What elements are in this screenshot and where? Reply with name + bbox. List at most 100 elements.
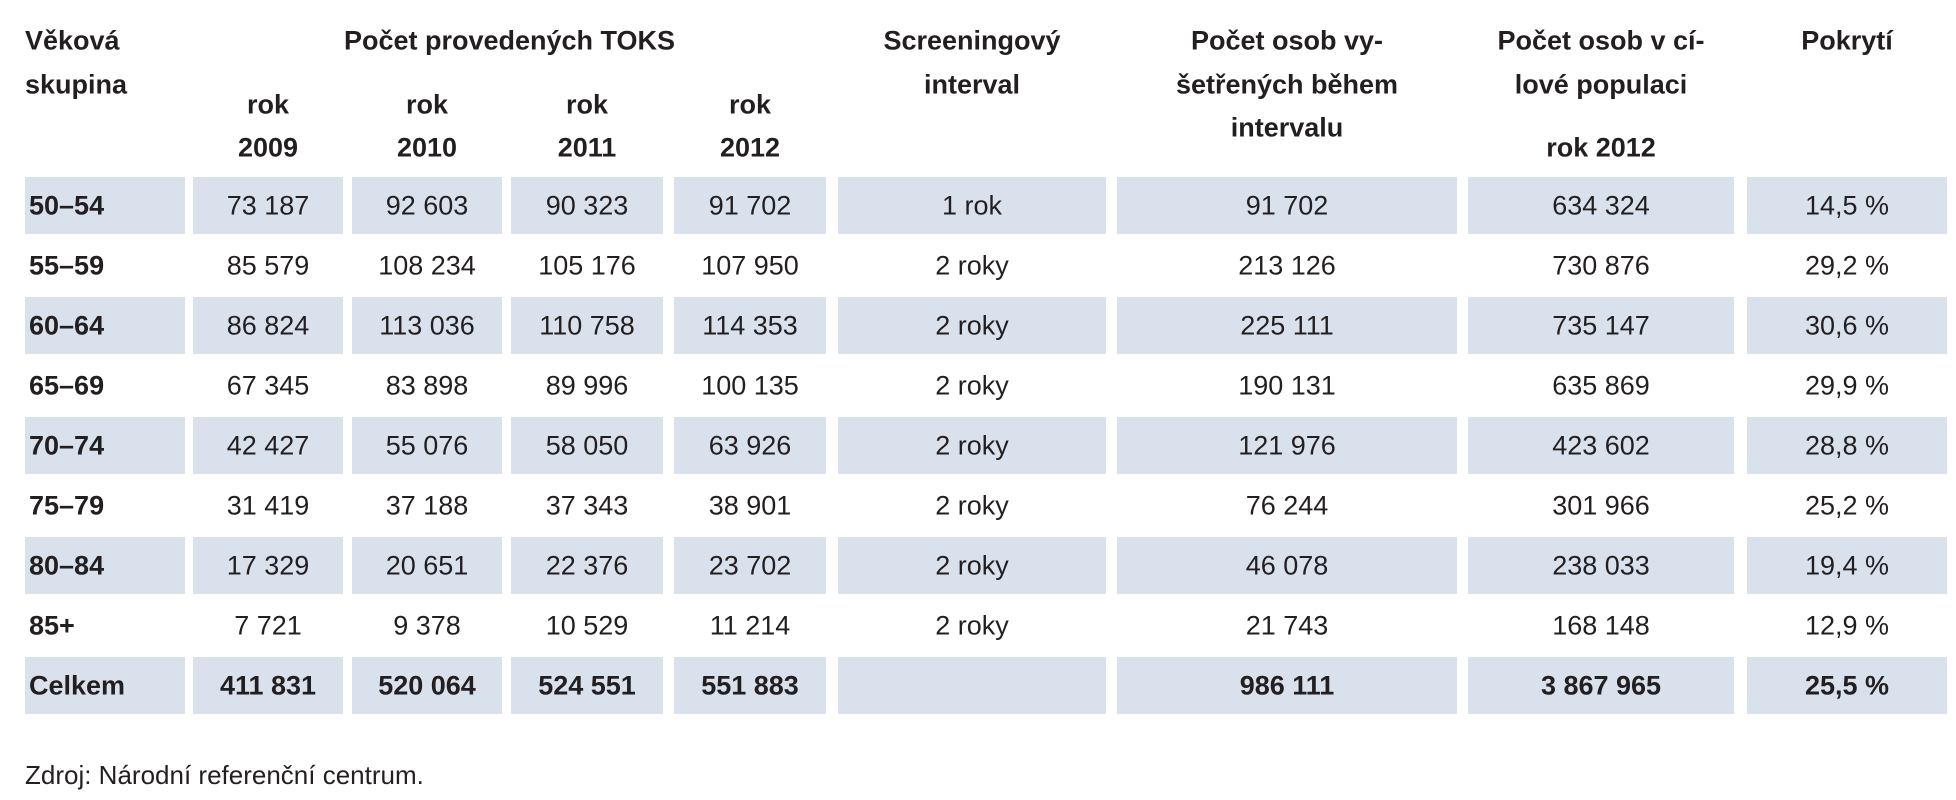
cell-background: [838, 297, 1106, 354]
header-label: intervalu: [1230, 112, 1344, 143]
cell-value: 67 345: [226, 370, 310, 401]
cell-value: 190 131: [1238, 370, 1336, 401]
header-label: Počet provedených TOKS: [343, 25, 676, 56]
header-label: skupina: [25, 69, 128, 100]
header-label: Screeningový: [883, 25, 1061, 56]
cell-value: 2 roky: [935, 610, 1009, 641]
cell-background: [1747, 177, 1947, 234]
cell-background: [1117, 297, 1457, 354]
header-label: Počet osob vy-: [1190, 25, 1384, 56]
cell-value: 168 148: [1552, 610, 1650, 641]
cell-value: 730 876: [1552, 250, 1650, 281]
cell-value: 121 976: [1238, 430, 1336, 461]
cell-value: 25,2 %: [1804, 490, 1890, 521]
header-label: Věková: [25, 25, 120, 56]
cell-value: 29,2 %: [1804, 250, 1890, 281]
cell-value: 19,4 %: [1804, 550, 1890, 581]
cell-value: 46 078: [1245, 550, 1329, 581]
header-year: 2010: [396, 132, 458, 163]
cell-value: 17 329: [226, 550, 310, 581]
cell-value: 524 551: [538, 670, 636, 701]
cell-value: 301 966: [1552, 490, 1650, 521]
cell-value: 25,5 %: [1804, 670, 1890, 701]
cell-background: [25, 297, 185, 354]
cell-value: 225 111: [1240, 310, 1334, 341]
cell-value: 110 758: [539, 310, 635, 341]
cell-value: 91 702: [708, 190, 792, 221]
cell-value: 31 419: [226, 490, 310, 521]
cell-background: [838, 417, 1106, 474]
cell-value: 100 135: [701, 370, 799, 401]
cell-background: [193, 657, 343, 714]
cell-value: 2 roky: [935, 370, 1009, 401]
cell-value: 86 824: [226, 310, 310, 341]
cell-value: 7 721: [234, 610, 302, 641]
cell-background: [352, 297, 502, 354]
cell-value: 986 111: [1239, 670, 1335, 701]
cell-background: [511, 417, 663, 474]
cell-background: [511, 537, 663, 594]
cell-value: 2 roky: [935, 310, 1009, 341]
cell-value: 20 651: [385, 550, 469, 581]
cell-background: [1468, 417, 1734, 474]
cell-value: 520 064: [378, 670, 476, 701]
cell-background: [1117, 177, 1457, 234]
cell-background: [838, 177, 1106, 234]
cell-value: 38 901: [708, 490, 792, 521]
cell-value: 21 743: [1245, 610, 1329, 641]
cell-background: [1468, 537, 1734, 594]
cell-background: [838, 657, 1106, 714]
row-label: 60–64: [29, 310, 105, 341]
cell-background: [674, 297, 826, 354]
cell-value: 83 898: [385, 370, 469, 401]
cell-background: [352, 537, 502, 594]
cell-background: [511, 297, 663, 354]
cell-background: [838, 537, 1106, 594]
cell-value: 114 353: [702, 310, 798, 341]
cell-background: [193, 177, 343, 234]
cell-value: 2 roky: [935, 490, 1009, 521]
header-year: rok 2012: [1546, 132, 1656, 163]
cell-background: [193, 297, 343, 354]
cell-value: 551 883: [701, 670, 799, 701]
cell-value: 2 roky: [935, 550, 1009, 581]
header-label: lové populaci: [1514, 69, 1688, 100]
cell-value: 2 roky: [935, 430, 1009, 461]
cell-value: 89 996: [545, 370, 629, 401]
cell-value: 30,6 %: [1804, 310, 1890, 341]
cell-value: 37 343: [545, 490, 629, 521]
cell-background: [352, 657, 502, 714]
header-label: Pokrytí: [1801, 25, 1893, 56]
cell-background: [511, 177, 663, 234]
header-year: 2011: [557, 132, 617, 163]
cell-value: 42 427: [226, 430, 310, 461]
cell-value: 107 950: [701, 250, 799, 281]
cell-value: 55 076: [385, 430, 469, 461]
cell-value: 635 869: [1552, 370, 1650, 401]
header-year: rok: [565, 89, 609, 120]
header-year: 2009: [237, 132, 299, 163]
header-year: rok: [246, 89, 290, 120]
cell-value: 108 234: [378, 250, 476, 281]
row-label: 50–54: [29, 190, 105, 221]
cell-value: 85 579: [226, 250, 310, 281]
row-label: 75–79: [29, 490, 105, 521]
footnote: Zdroj: Národní referenční centrum.: [25, 760, 424, 790]
cell-value: 735 147: [1552, 310, 1650, 341]
cell-value: 238 033: [1552, 550, 1650, 581]
cell-value: 14,5 %: [1804, 190, 1890, 221]
cell-background: [1747, 297, 1947, 354]
cell-value: 22 376: [545, 550, 629, 581]
cell-value: 1 rok: [941, 190, 1003, 221]
cell-value: 213 126: [1238, 250, 1336, 281]
cell-value: 2 roky: [935, 250, 1009, 281]
cell-value: 634 324: [1552, 190, 1650, 221]
cell-value: 91 702: [1245, 190, 1329, 221]
cell-background: [352, 417, 502, 474]
header-year: 2012: [719, 132, 781, 163]
header-year: rok: [405, 89, 449, 120]
cell-value: 105 176: [538, 250, 636, 281]
cell-background: [674, 537, 826, 594]
cell-value: 423 602: [1552, 430, 1650, 461]
